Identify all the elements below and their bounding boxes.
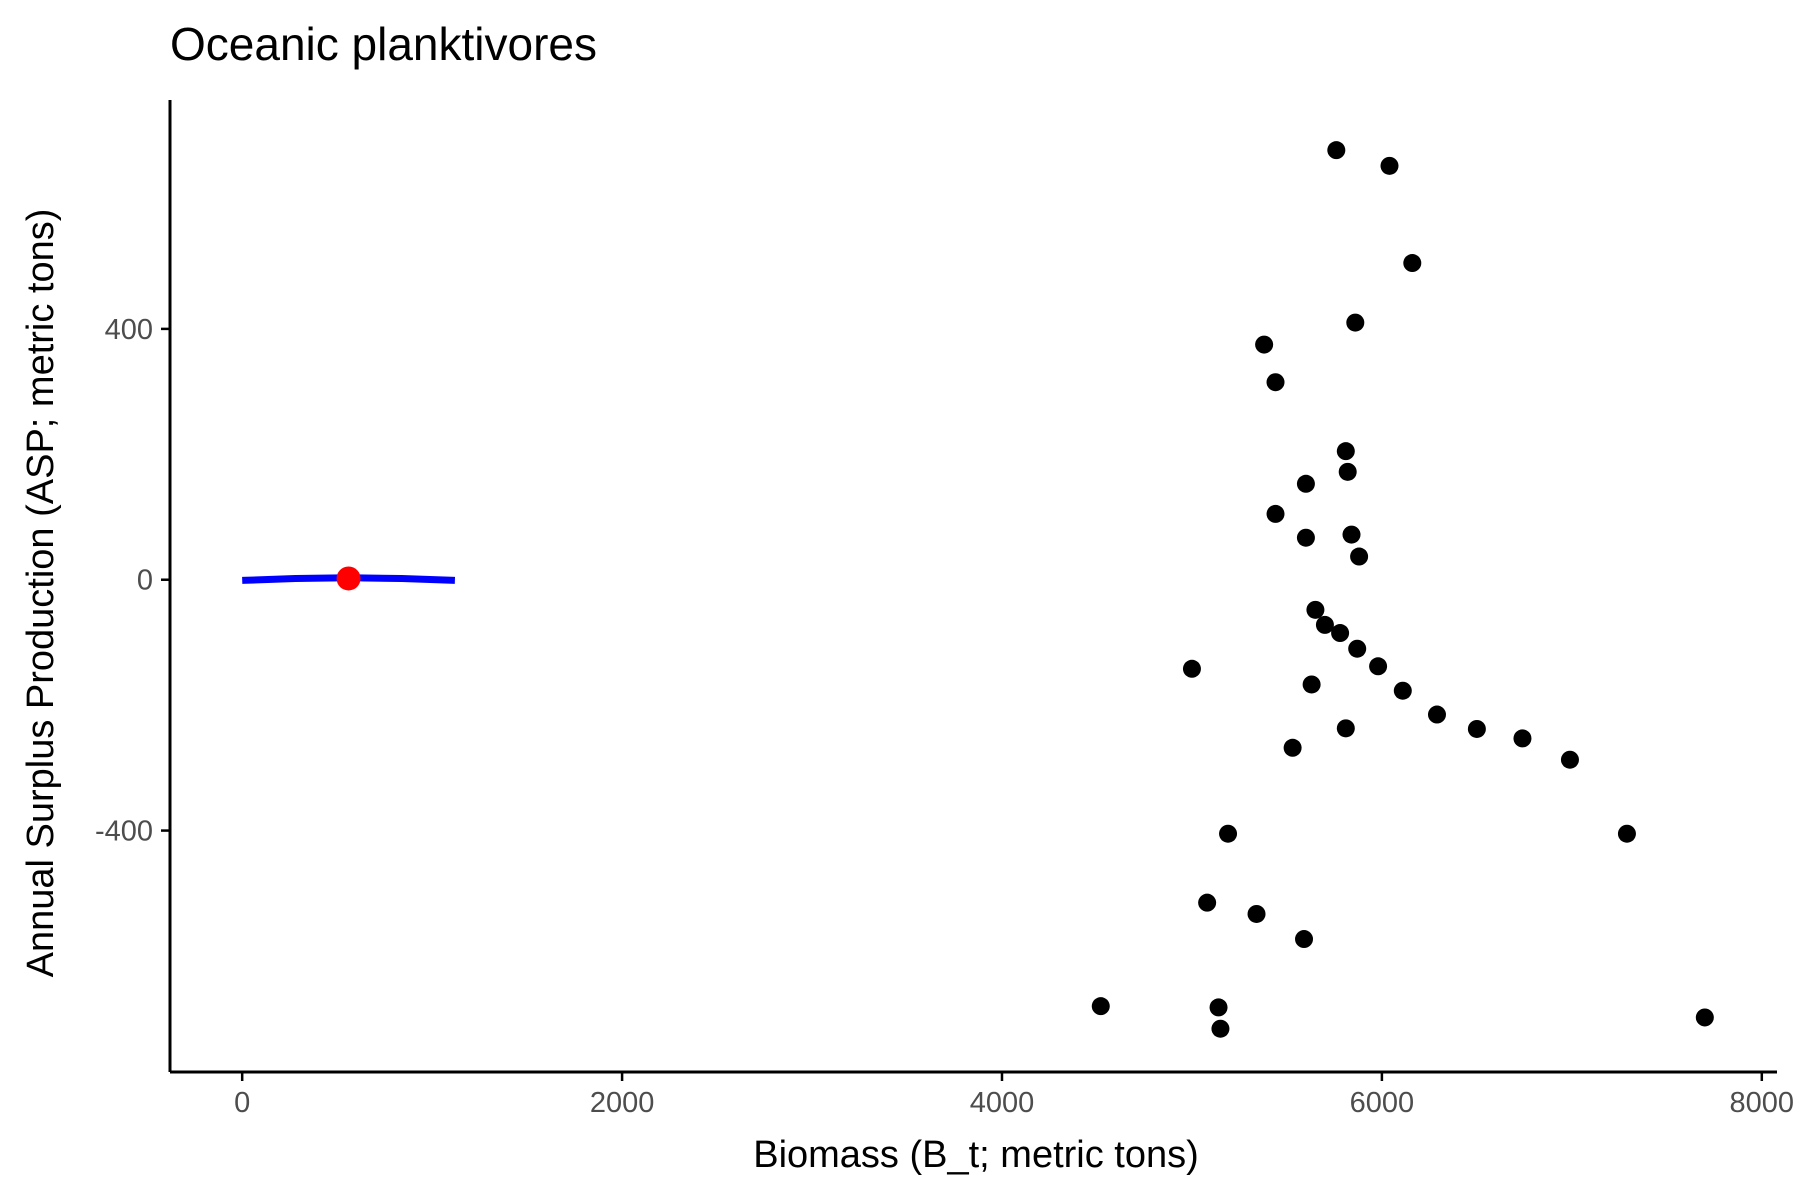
data-point xyxy=(1338,462,1357,481)
data-point xyxy=(1331,624,1350,643)
data-point xyxy=(1315,615,1334,634)
data-point xyxy=(1342,525,1361,544)
data-point xyxy=(1306,600,1325,619)
data-point xyxy=(1211,1019,1230,1038)
data-point xyxy=(1393,681,1412,700)
data-point xyxy=(1336,442,1355,461)
y-tick-label: -400 xyxy=(95,816,153,848)
data-point xyxy=(1403,254,1422,273)
data-point xyxy=(1336,719,1355,738)
data-point xyxy=(1380,156,1399,175)
y-tick-label: 400 xyxy=(105,314,153,346)
plot-area xyxy=(242,141,1714,1038)
data-point xyxy=(1348,639,1367,658)
data-point xyxy=(1560,750,1579,769)
data-point xyxy=(1283,738,1302,757)
data-point xyxy=(1266,373,1285,392)
highlight-point xyxy=(336,566,361,591)
data-point xyxy=(1219,824,1238,843)
data-point xyxy=(1350,547,1369,566)
x-tick-label: 0 xyxy=(234,1087,250,1119)
data-point xyxy=(1255,335,1274,354)
data-point xyxy=(1266,504,1285,523)
x-tick-label: 2000 xyxy=(590,1087,655,1119)
data-point xyxy=(1695,1008,1714,1027)
x-tick-label: 8000 xyxy=(1730,1087,1795,1119)
x-tick-label: 4000 xyxy=(970,1087,1035,1119)
data-point xyxy=(1617,824,1636,843)
data-point xyxy=(1296,474,1315,493)
data-point xyxy=(1295,930,1314,949)
chart-title: Oceanic planktivores xyxy=(170,18,597,70)
data-point xyxy=(1198,893,1217,912)
axes: 0 2000 4000 6000 8000 -400 0 400 xyxy=(95,100,1794,1119)
y-tick-label: 0 xyxy=(137,565,153,597)
data-point xyxy=(1513,729,1532,748)
data-point xyxy=(1346,313,1365,332)
data-point xyxy=(1467,719,1486,738)
x-axis-title: Biomass (B_t; metric tons) xyxy=(753,1134,1199,1176)
data-point xyxy=(1302,675,1321,694)
data-point xyxy=(1247,904,1266,923)
data-point xyxy=(1209,998,1228,1017)
data-point xyxy=(1091,997,1110,1016)
data-point xyxy=(1427,705,1446,724)
data-point xyxy=(1182,659,1201,678)
data-point xyxy=(1296,528,1315,547)
data-point xyxy=(1369,657,1388,676)
data-point xyxy=(1327,141,1346,160)
x-tick-label: 6000 xyxy=(1350,1087,1415,1119)
y-axis-title: Annual Surplus Production (ASP; metric t… xyxy=(20,209,62,978)
